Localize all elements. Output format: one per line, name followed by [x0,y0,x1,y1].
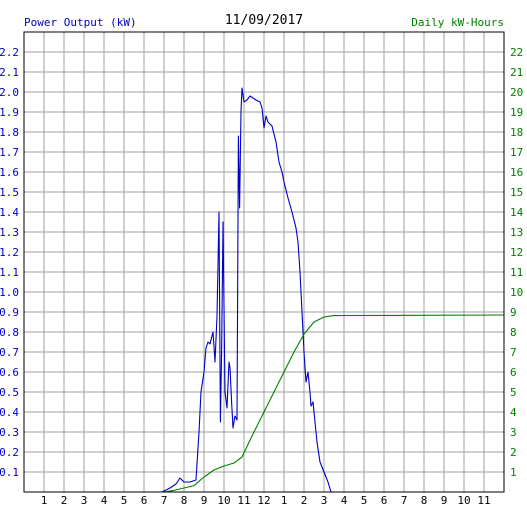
right-tick-label: 3 [510,426,517,439]
x-tick-label: 4 [101,494,108,507]
right-tick-label: 19 [510,106,523,119]
x-tick-label: 10 [457,494,470,507]
left-tick-label: 0.6 [0,366,19,379]
right-tick-label: 12 [510,246,523,259]
x-tick-label: 3 [321,494,328,507]
right-tick-label: 4 [510,406,517,419]
x-tick-label: 1 [281,494,288,507]
left-tick-label: 2.0 [0,86,19,99]
x-tick-label: 2 [301,494,308,507]
series-layer [24,87,505,493]
left-tick-label: 0.9 [0,306,19,319]
left-axis-label: Power Output (kW) [24,16,137,29]
left-tick-label: 0.8 [0,326,19,339]
left-tick-label: 1.1 [0,266,19,279]
x-tick-label: 5 [121,494,128,507]
right-tick-label: 10 [510,286,523,299]
right-tick-label: 9 [510,306,517,319]
right-tick-label: 22 [510,46,523,59]
x-tick-label: 7 [161,494,168,507]
left-tick-label: 1.6 [0,166,19,179]
x-tick-label: 2 [61,494,68,507]
x-tick-label: 3 [81,494,88,507]
left-tick-label: 1.7 [0,146,19,159]
right-tick-label: 6 [510,366,517,379]
x-tick-label: 9 [441,494,448,507]
left-tick-label: 1.9 [0,106,19,119]
right-tick-label: 1 [510,466,517,479]
left-tick-label: 0.4 [0,406,19,419]
left-axis-ticks: 0.1 0.2 0.3 0.4 0.5 0.6 0.7 0.8 0.9 1.0 1.1 1.2 1.3 1… [0,46,19,479]
right-tick-label: 20 [510,86,523,99]
left-tick-label: 0.5 [0,386,19,399]
left-tick-label: 1.2 [0,246,19,259]
x-tick-label: 10 [217,494,230,507]
left-tick-label: 1.4 [0,206,19,219]
right-tick-label: 15 [510,186,523,199]
right-tick-label: 2 [510,446,517,459]
left-tick-label: 0.2 [0,446,19,459]
grid [24,32,504,492]
left-tick-label: 1.8 [0,126,19,139]
x-tick-label: 4 [341,494,348,507]
x-tick-label: 9 [201,494,208,507]
right-tick-label: 5 [510,386,517,399]
right-tick-label: 11 [510,266,523,279]
right-tick-label: 14 [510,206,524,219]
x-tick-label: 5 [361,494,368,507]
right-tick-label: 17 [510,146,523,159]
x-tick-label: 6 [381,494,388,507]
left-tick-label: 0.1 [0,466,19,479]
left-tick-label: 2.2 [0,46,19,59]
x-tick-label: 12 [257,494,270,507]
right-axis-label: Daily kW-Hours [411,16,504,29]
x-tick-label: 8 [421,494,428,507]
right-tick-label: 7 [510,346,517,359]
daily-energy-line [24,314,505,493]
plot-frame [23,31,505,493]
x-tick-label: 11 [237,494,250,507]
left-tick-label: 1.0 [0,286,19,299]
left-tick-label: 2.1 [0,66,19,79]
x-axis-ticks: 1 2 3 4 5 6 7 8 9 10 11 12 1 2 3 4 5 6 7 8 9 10 11 [41,494,491,507]
right-tick-label: 18 [510,126,523,139]
x-tick-label: 8 [181,494,188,507]
power-output-line [24,87,504,493]
left-tick-label: 0.3 [0,426,19,439]
right-tick-label: 16 [510,166,523,179]
right-tick-label: 8 [510,326,517,339]
left-tick-label: 1.5 [0,186,19,199]
chart-title: 11/09/2017 [225,13,303,28]
left-tick-label: 0.7 [0,346,19,359]
x-tick-label: 6 [141,494,148,507]
right-tick-label: 21 [510,66,523,79]
left-tick-label: 1.3 [0,226,19,239]
right-tick-label: 13 [510,226,523,239]
x-tick-label: 1 [41,494,48,507]
x-tick-label: 11 [477,494,490,507]
x-tick-label: 7 [401,494,408,507]
